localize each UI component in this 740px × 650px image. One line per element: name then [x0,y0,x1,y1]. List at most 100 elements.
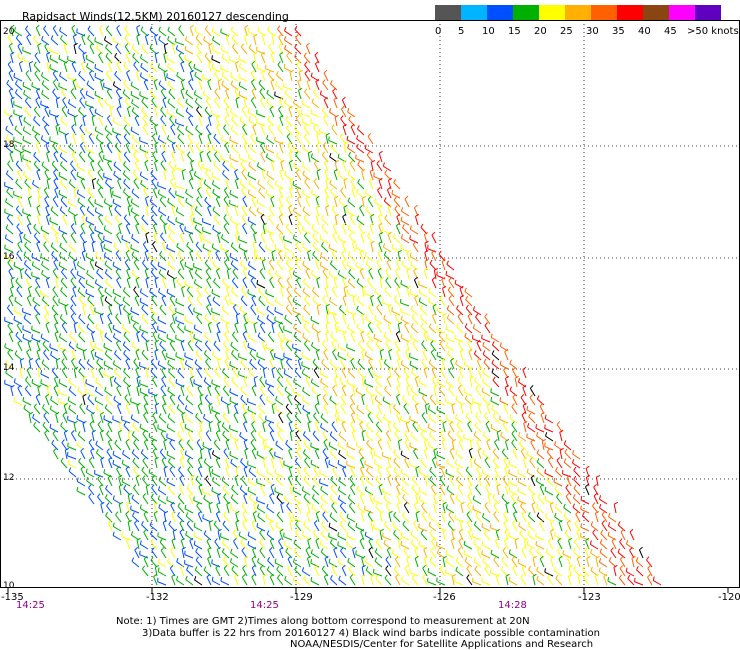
wind-barb [217,78,222,91]
wind-barb [340,115,347,127]
wind-barb [8,267,14,280]
wind-barb [77,197,86,208]
wind-barb [256,522,266,532]
wind-barb [647,574,653,586]
wind-barb [204,25,212,37]
wind-barb [167,413,176,424]
wind-barb [158,26,167,37]
wind-barb [50,242,59,253]
wind-barb [463,433,473,442]
wind-barb [277,574,284,586]
wind-barb [274,352,284,361]
wind-barb [274,316,284,325]
wind-barb [17,384,23,397]
wind-barb [364,351,374,361]
wind-barb [131,233,140,244]
wind-barb [328,558,338,568]
wind-barb [103,172,113,181]
wind-barb [347,278,356,289]
wind-barb [54,186,59,199]
wind-barb [43,349,50,361]
wind-barb [302,278,311,289]
wind-barb [42,404,50,415]
wind-barb [24,385,32,397]
lon-label-129: -129 [290,592,313,603]
wind-barb [393,529,401,541]
wind-barb [473,431,482,442]
wind-barb [139,288,149,298]
wind-barb [287,564,293,577]
wind-barb [494,474,500,487]
wind-barb [5,368,14,379]
wind-barb [185,125,194,136]
wind-barb [53,150,59,163]
wind-barb [284,36,293,46]
wind-barb [203,414,212,424]
wind-barb [376,259,383,271]
wind-barb [96,44,104,55]
wind-barb [391,243,401,253]
wind-barb [5,170,14,181]
wind-barb [355,244,365,253]
wind-barb [266,503,275,514]
wind-barb [220,577,230,586]
wind-barb [141,565,149,577]
wind-barb [211,406,221,415]
wind-barb [71,150,77,163]
wind-barb [58,298,68,307]
wind-barb [213,520,221,532]
wind-barb [230,458,239,469]
wind-barb [475,412,482,424]
wind-barb [195,412,203,424]
wind-barb [316,393,321,406]
wind-barb [493,511,500,523]
wind-barb [330,475,338,487]
wind-barb [536,566,545,577]
wind-barb [333,168,338,181]
wind-barb [392,422,401,433]
wind-barb [346,307,356,316]
wind-barb [230,125,239,136]
wind-barb [361,348,366,361]
wind-barb [19,231,24,244]
wind-barb [256,468,266,478]
wind-barb [9,285,15,298]
wind-barb [375,421,383,433]
wind-barb [114,142,122,154]
wind-barb [333,276,338,289]
wind-barb [151,313,158,325]
wind-barb [229,216,239,226]
wind-barb [187,151,194,163]
wind-barb [241,502,248,514]
wind-barb [202,514,212,523]
wind-barb [361,375,366,388]
wind-barb [418,280,428,289]
wind-barb [266,395,275,406]
wind-barb [296,105,302,118]
legend-swatch-9 [669,5,695,20]
wind-barb [439,565,446,577]
wind-barb [68,377,77,388]
wind-barb [193,63,203,73]
wind-barb [355,441,365,451]
wind-barb [46,51,51,64]
wind-barb [275,405,284,415]
wind-barb [364,252,374,262]
wind-barb [130,505,140,514]
wind-barb [347,224,356,235]
wind-barb [202,226,212,235]
wind-barb [526,450,536,460]
wind-barb [311,323,320,334]
wind-barb [177,322,185,334]
wind-barb [168,403,176,415]
wind-barb [256,450,266,460]
wind-barb [315,258,320,271]
wind-barb [351,429,356,442]
wind-barb [175,108,185,118]
wind-barb [598,558,608,568]
wind-barb [23,404,32,415]
wind-barb [346,378,356,388]
wind-barb [60,457,68,469]
wind-barb [114,52,122,64]
wind-barb [374,287,383,298]
